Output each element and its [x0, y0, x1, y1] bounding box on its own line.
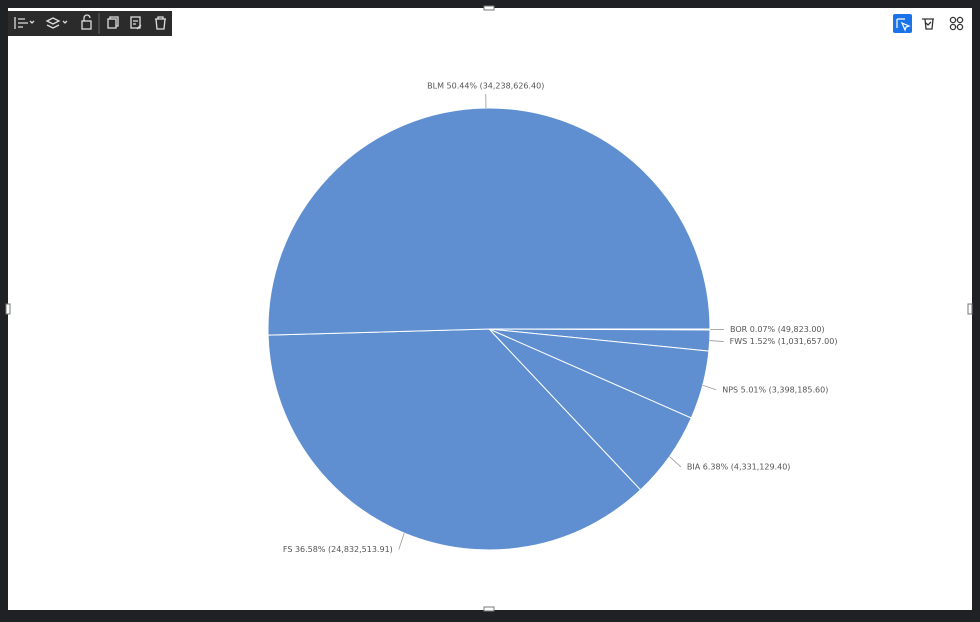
data-label: FWS 1.52% (1,031,657.00) [730, 337, 838, 346]
data-label: BLM 50.44% (34,238,626.40) [427, 82, 544, 91]
data-label: FS 36.58% (24,832,513.91) [283, 545, 393, 554]
data-label: BIA 6.38% (4,331,129.40) [687, 462, 791, 471]
data-label: NPS 5.01% (3,398,185.60) [722, 385, 828, 394]
toolbar [8, 11, 172, 36]
data-label: BOR 0.07% (49,823.00) [730, 325, 825, 334]
